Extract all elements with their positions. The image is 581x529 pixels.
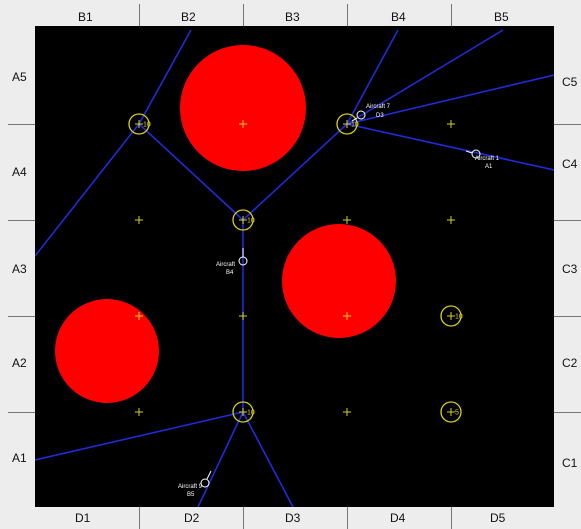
route-line	[138, 29, 192, 125]
node-circle[interactable]	[440, 305, 462, 327]
bottom-label-d3: D3	[285, 511, 301, 525]
node-circle[interactable]	[232, 401, 254, 423]
node-value-label: 10	[143, 122, 151, 129]
left-label-a2: A2	[12, 356, 27, 370]
right-label-c1: C1	[562, 456, 578, 470]
waypoint-plus-icon	[135, 408, 143, 416]
route-line	[197, 411, 244, 507]
aircraft-name-label: Aircraft	[216, 262, 235, 268]
node-circle[interactable]	[336, 113, 358, 135]
waypoint-plus-icon	[239, 120, 247, 128]
right-label-c5: C5	[562, 75, 578, 89]
waypoint-plus-icon	[447, 408, 455, 416]
route-line	[138, 123, 244, 221]
node-value-label: 10	[247, 218, 255, 225]
right-label-c4: C4	[562, 157, 578, 171]
waypoint-plus-icon	[239, 216, 247, 224]
waypoint-plus-icon	[135, 120, 143, 128]
node-value-label: 10	[247, 410, 255, 417]
aircraft-code-label: B4	[226, 270, 234, 276]
right-label-c2: C2	[562, 356, 578, 370]
bottom-label-d1: D1	[75, 511, 91, 525]
waypoint-plus-icon	[239, 312, 247, 320]
waypoint-plus-icon	[135, 216, 143, 224]
left-label-a3: A3	[12, 262, 27, 276]
node-circle[interactable]	[128, 113, 150, 135]
obstacle-zone	[180, 45, 306, 171]
top-label-b4: B4	[391, 10, 406, 24]
aircraft-heading	[206, 470, 212, 480]
route-line	[35, 123, 140, 257]
waypoint-plus-icon	[343, 216, 351, 224]
top-label-b3: B3	[285, 10, 300, 24]
waypoint-plus-icon	[447, 120, 455, 128]
route-line	[346, 123, 554, 171]
aircraft-marker[interactable]	[356, 110, 366, 120]
left-label-a5: A5	[12, 70, 27, 84]
aircraft-code-label: B5	[187, 492, 195, 498]
aircraft-name-label: Aircraft 1	[475, 156, 500, 162]
bottom-label-d5: D5	[490, 511, 506, 525]
bottom-label-d4: D4	[390, 511, 406, 525]
aircraft-marker[interactable]	[200, 478, 210, 488]
route-line	[346, 29, 504, 125]
route-line	[35, 411, 244, 461]
route-line	[242, 411, 294, 507]
aircraft-code-label: A1	[485, 164, 493, 170]
route-line	[346, 74, 554, 125]
top-label-b2: B2	[181, 10, 196, 24]
waypoint-plus-icon	[239, 408, 247, 416]
node-value-label: 10	[455, 314, 463, 321]
aircraft-name-label: Aircraft 9	[178, 484, 203, 490]
aircraft-code-label: D3	[376, 113, 384, 119]
waypoint-plus-icon	[447, 216, 455, 224]
waypoint-plus-icon	[135, 312, 143, 320]
left-label-a4: A4	[12, 165, 27, 179]
aircraft-heading	[465, 150, 473, 154]
node-circle[interactable]	[440, 401, 462, 423]
aircraft-heading	[351, 117, 358, 122]
route-line	[242, 123, 348, 221]
right-label-c3: C3	[562, 262, 578, 276]
bottom-label-d2: D2	[184, 511, 200, 525]
top-label-b1: B1	[78, 10, 93, 24]
waypoint-plus-icon	[447, 312, 455, 320]
map-canvas[interactable]: 10 10 10 10 10 5 Aircraft 7 D3 Airc	[35, 26, 554, 507]
obstacle-zone	[55, 299, 159, 403]
waypoint-plus-icon	[343, 408, 351, 416]
aircraft-name-label: Aircraft 7	[366, 104, 391, 110]
aircraft-marker[interactable]	[471, 149, 481, 159]
node-value-label: 10	[351, 122, 359, 129]
waypoint-plus-icon	[343, 120, 351, 128]
waypoint-plus-icon	[343, 312, 351, 320]
route-line	[346, 29, 399, 125]
obstacle-zone	[282, 224, 396, 338]
left-label-a1: A1	[12, 451, 27, 465]
node-circle[interactable]	[232, 209, 254, 231]
node-value-label: 5	[455, 410, 459, 417]
top-label-b5: B5	[494, 10, 509, 24]
